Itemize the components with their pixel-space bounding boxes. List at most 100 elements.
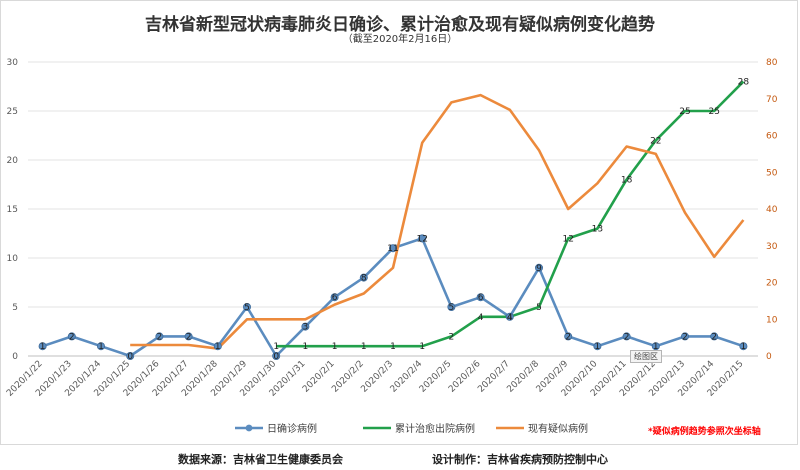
- data-point: [97, 342, 106, 351]
- data-label: 2: [157, 332, 163, 342]
- chart-subtitle: （截至2020年2月16日）: [342, 34, 458, 45]
- left-tick-label: 25: [7, 107, 18, 117]
- series-line-0: [42, 237, 744, 358]
- data-label: 28: [738, 78, 750, 88]
- right-tick-label: 60: [766, 132, 778, 142]
- plot-area-tag: 绘图区: [630, 350, 662, 363]
- data-label: 11: [387, 244, 398, 254]
- data-label: 4: [507, 313, 513, 323]
- data-label: 2: [186, 332, 192, 342]
- right-tick-label: 30: [766, 242, 778, 252]
- x-axis-ticks: 2020/1/222020/1/232020/1/242020/1/252020…: [5, 359, 746, 399]
- data-label: 1: [741, 342, 747, 352]
- data-label: 3: [303, 323, 309, 333]
- data-label: 8: [361, 274, 367, 284]
- data-label: 2: [682, 332, 688, 342]
- data-label: 2: [565, 332, 571, 342]
- right-tick-label: 10: [766, 315, 778, 325]
- data-label: 22: [650, 136, 661, 146]
- legend-label: 累计治愈出院病例: [395, 422, 475, 435]
- data-point: [388, 244, 397, 253]
- data-label: 1: [215, 342, 221, 352]
- data-label: 2: [449, 332, 455, 342]
- data-point: [476, 293, 485, 302]
- data-point: [301, 322, 310, 331]
- data-point: [447, 302, 456, 311]
- data-label: 1: [361, 342, 367, 352]
- data-point: [242, 302, 251, 311]
- data-label: 13: [592, 225, 603, 235]
- data-point: [564, 332, 573, 341]
- data-point: [330, 293, 339, 302]
- data-label: 1: [419, 342, 425, 352]
- data-label: 18: [621, 176, 633, 186]
- data-label: 6: [332, 293, 338, 303]
- data-label: 12: [562, 234, 573, 244]
- chart-frame: [0, 0, 798, 445]
- data-label: 5: [449, 303, 455, 313]
- gridlines: [28, 61, 758, 357]
- data-label: 2: [711, 332, 717, 342]
- data-label: 0: [127, 352, 133, 362]
- data-point: [535, 263, 544, 272]
- data-label: 1: [273, 342, 279, 352]
- data-label: 2: [69, 332, 75, 342]
- data-label: 1: [595, 342, 601, 352]
- right-axis-ticks: 0 10 20 30 40 50 60 70 80: [766, 58, 778, 362]
- data-label: 1: [40, 342, 46, 352]
- data-label: 1: [332, 342, 338, 352]
- data-point: [505, 312, 514, 321]
- data-point: [593, 342, 602, 351]
- data-label: 1: [303, 342, 309, 352]
- series-line-2: [130, 93, 745, 350]
- series-lines: [42, 80, 745, 358]
- legend-label: 现有疑似病例: [528, 422, 588, 435]
- series-markers: [38, 234, 748, 360]
- data-label: 12: [416, 234, 427, 244]
- data-label: 9: [536, 264, 542, 274]
- data-point: [184, 332, 193, 341]
- data-point: [359, 273, 368, 282]
- legend-marker: [245, 424, 253, 432]
- data-point: [272, 351, 281, 360]
- data-point: [739, 342, 748, 351]
- data-point: [651, 342, 660, 351]
- right-tick-label: 80: [766, 58, 778, 68]
- data-point: [67, 332, 76, 341]
- left-tick-label: 10: [7, 254, 19, 264]
- data-point: [418, 234, 427, 243]
- footer-source: 数据来源：吉林省卫生健康委员会: [178, 453, 343, 466]
- data-label: 1: [653, 342, 659, 352]
- legend-label: 日确诊病例: [267, 422, 317, 435]
- left-tick-label: 20: [7, 156, 19, 166]
- chart-title: 吉林省新型冠状病毒肺炎日确诊、累计治愈及现有疑似病例变化趋势: [145, 15, 655, 35]
- right-tick-label: 40: [766, 205, 778, 215]
- right-tick-label: 70: [766, 95, 778, 105]
- data-label: 1: [390, 342, 396, 352]
- left-tick-label: 5: [12, 303, 18, 313]
- right-tick-label: 50: [766, 168, 778, 178]
- data-point: [622, 332, 631, 341]
- data-label: 2: [624, 332, 630, 342]
- data-label: 25: [679, 107, 690, 117]
- data-label: 1: [98, 342, 104, 352]
- left-tick-label: 15: [7, 205, 18, 215]
- legend: 日确诊病例 累计治愈出院病例 现有疑似病例: [235, 422, 588, 435]
- data-point: [38, 342, 47, 351]
- data-point: [126, 351, 135, 360]
- footer-maker: 设计制作：吉林省疾病预防控制中心: [432, 453, 608, 466]
- data-point: [213, 342, 222, 351]
- data-point: [155, 332, 164, 341]
- data-point: [681, 332, 690, 341]
- left-tick-label: 0: [12, 352, 18, 362]
- data-label: 6: [478, 293, 484, 303]
- data-label: 25: [708, 107, 719, 117]
- left-axis-ticks: 0 5 10 15 20 25 30: [7, 58, 19, 362]
- data-label: 4: [507, 313, 513, 323]
- data-label: 0: [273, 352, 279, 362]
- data-label: 5: [244, 303, 250, 313]
- data-label: 5: [536, 303, 542, 313]
- secondary-axis-note: *疑似病例趋势参照次坐标轴: [648, 427, 761, 437]
